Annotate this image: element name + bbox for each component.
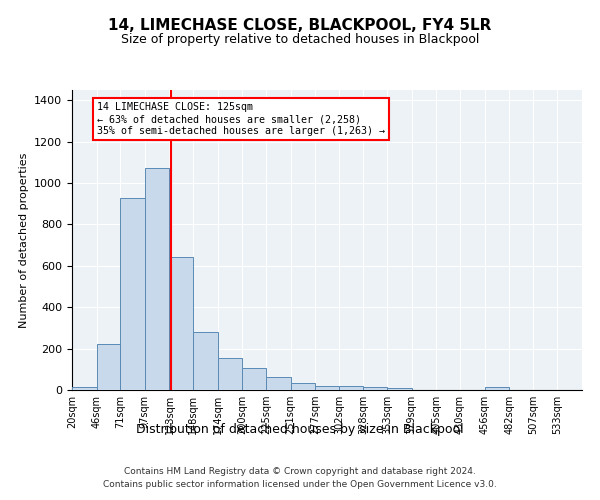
Text: Size of property relative to detached houses in Blackpool: Size of property relative to detached ho… [121, 32, 479, 46]
Bar [120, 198, 145, 390]
Bar [266, 376, 290, 390]
Bar [315, 386, 339, 390]
Y-axis label: Number of detached properties: Number of detached properties [19, 152, 29, 328]
Text: Distribution of detached houses by size in Blackpool: Distribution of detached houses by size … [136, 422, 464, 436]
Bar [193, 332, 218, 390]
Bar [242, 368, 266, 390]
Bar [364, 387, 387, 390]
Bar [97, 344, 120, 390]
Text: 14, LIMECHASE CLOSE, BLACKPOOL, FY4 5LR: 14, LIMECHASE CLOSE, BLACKPOOL, FY4 5LR [109, 18, 491, 32]
Bar [387, 388, 412, 390]
Text: 14 LIMECHASE CLOSE: 125sqm
← 63% of detached houses are smaller (2,258)
35% of s: 14 LIMECHASE CLOSE: 125sqm ← 63% of deta… [97, 102, 385, 136]
Bar [72, 387, 97, 390]
Text: Contains HM Land Registry data © Crown copyright and database right 2024.: Contains HM Land Registry data © Crown c… [124, 468, 476, 476]
Text: Contains public sector information licensed under the Open Government Licence v3: Contains public sector information licen… [103, 480, 497, 489]
Bar [290, 383, 315, 390]
Bar [169, 256, 193, 390]
Bar [339, 386, 364, 390]
Bar [218, 358, 242, 390]
Bar [485, 387, 509, 390]
Bar [145, 168, 169, 390]
